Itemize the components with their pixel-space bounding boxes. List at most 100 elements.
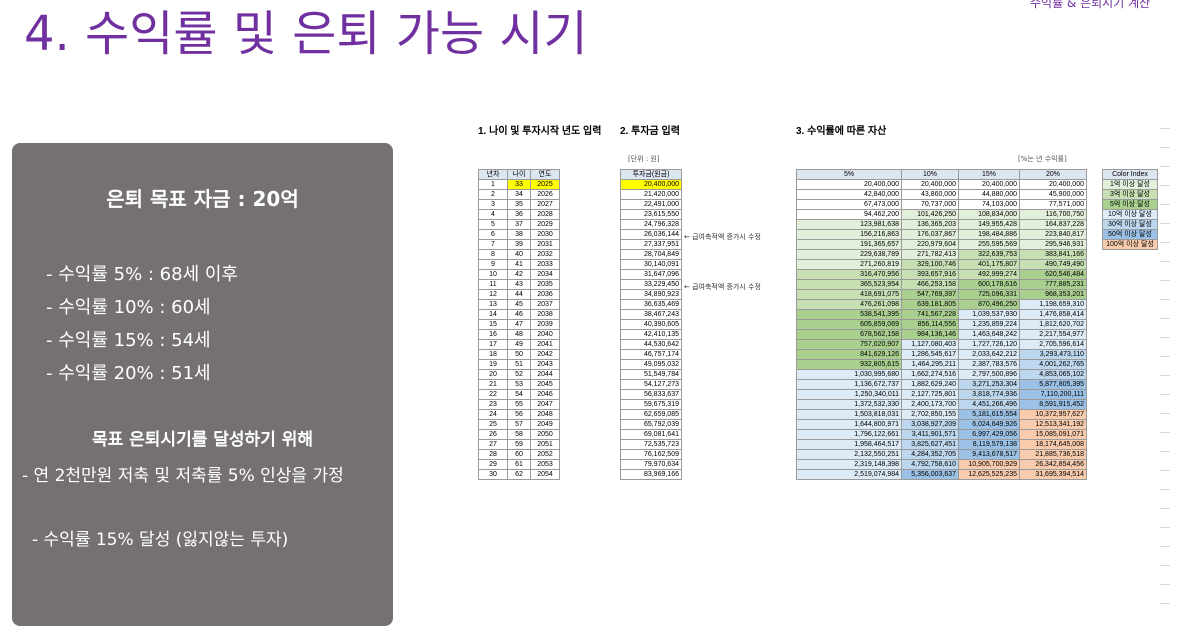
cell-asset: 108,834,000 (958, 209, 1020, 220)
cell-asset: 2,387,783,576 (958, 359, 1020, 370)
cell-asset: 365,523,954 (796, 279, 902, 290)
table-row: 29 61 2053 (478, 459, 560, 470)
investment-table: 투자금(원금) 20,400,000 21,420,000 22,491,000 23… (620, 169, 682, 480)
cell-asset: 841,629,126 (796, 349, 902, 360)
cell-year: 2050 (530, 429, 560, 440)
cell-investment: 79,970,634 (620, 459, 682, 470)
cell-asset: 1,235,859,224 (958, 319, 1020, 330)
table-row: 678,562,158 984,136,146 1,463,648,242 2,217… (796, 329, 1087, 340)
cell-asset: 5,356,003,637 (901, 469, 959, 480)
cell-year-index: 15 (478, 319, 508, 330)
legend-row: 1억 이상 달성 (1102, 179, 1158, 190)
table-row: 40,390,605 (620, 319, 682, 330)
cell-age: 35 (507, 199, 531, 210)
cell-investment: 21,420,000 (620, 189, 682, 200)
cell-age: 58 (507, 429, 531, 440)
page-title: 4. 수익률 및 은퇴 가능 시기 (24, 6, 588, 62)
header-rate-15: 15% (958, 169, 1020, 180)
legend-row: 50억 이상 달성 (1102, 229, 1158, 240)
cell-year: 2053 (530, 459, 560, 470)
cell-asset: 757,020,907 (796, 339, 902, 350)
rate-asset-table: 5% 10% 15% 20% 20,400,000 20,400,000 20,40… (796, 169, 1087, 480)
cell-age: 55 (507, 399, 531, 410)
table-row: 44,530,642 (620, 339, 682, 350)
cell-age: 56 (507, 409, 531, 420)
section-1-title: 1. 나이 및 투자시작 년도 입력 (478, 126, 602, 137)
table-row: 3 35 2027 (478, 199, 560, 210)
cell-asset: 1,958,464,517 (796, 439, 902, 450)
table-row: 72,535,723 (620, 439, 682, 450)
rate-label: [%는 년 수익률] (1018, 155, 1067, 163)
cell-age: 34 (507, 189, 531, 200)
table-row: 15 47 2039 (478, 319, 560, 330)
cell-year: 2051 (530, 439, 560, 450)
legend-row: 30억 이상 달성 (1102, 219, 1158, 230)
table-row: 9 41 2033 (478, 259, 560, 270)
cell-investment: 46,757,174 (620, 349, 682, 360)
table-row: 51,549,784 (620, 369, 682, 380)
cell-asset: 466,253,158 (901, 279, 959, 290)
slide-subtitle: 수익률 & 은퇴시기 계산 (1030, 0, 1151, 10)
table-row: 31,647,096 (620, 269, 682, 280)
cell-year: 2033 (530, 259, 560, 270)
table-row: 1,644,800,971 3,038,927,209 6,024,649,926 1… (796, 419, 1087, 430)
table-row: 19 51 2043 (478, 359, 560, 370)
cell-asset: 2,132,550,251 (796, 449, 902, 460)
cell-year: 2041 (530, 339, 560, 350)
cell-asset: 1,463,648,242 (958, 329, 1020, 340)
cell-investment: 54,127,273 (620, 379, 682, 390)
cell-year-index: 29 (478, 459, 508, 470)
table-row: 123,981,638 136,365,203 149,955,428 164,837… (796, 219, 1087, 230)
cell-asset: 4,001,262,765 (1019, 359, 1087, 370)
cell-asset: 18,174,645,008 (1019, 439, 1087, 450)
cell-asset: 2,519,074,984 (796, 469, 902, 480)
cell-age: 38 (507, 229, 531, 240)
cell-asset: 2,319,148,398 (796, 459, 902, 470)
rate-line-5: - 수익률 5% : 68세 이후 (46, 264, 238, 285)
age-year-table: 년차 나이 연도 1 33 2025 2 34 2026 3 35 2027 4 36 2028 5 37… (478, 169, 560, 480)
table-row: 229,638,789 271,782,413 322,639,753 383,841… (796, 249, 1087, 260)
cell-year-index: 22 (478, 389, 508, 400)
cell-asset: 4,451,266,496 (958, 399, 1020, 410)
table-row: 76,162,509 (620, 449, 682, 460)
cell-age: 43 (507, 279, 531, 290)
cell-asset: 7,110,200,111 (1019, 389, 1087, 400)
table-row: 42,840,000 43,860,000 44,880,000 45,900,000 (796, 189, 1087, 200)
legend-item: 30억 이상 달성 (1102, 219, 1158, 230)
cell-investment: 40,390,605 (620, 319, 682, 330)
cell-asset: 1,250,340,011 (796, 389, 902, 400)
cell-age: 53 (507, 379, 531, 390)
rate-line-15: - 수익률 15% : 54세 (46, 330, 211, 351)
cell-asset: 4,853,065,102 (1019, 369, 1087, 380)
cell-investment: 20,400,000 (620, 179, 682, 190)
cell-investment: 31,647,096 (620, 269, 682, 280)
cell-year: 2048 (530, 409, 560, 420)
header-rate-20: 20% (1019, 169, 1087, 180)
table-row: 1,796,122,661 3,411,901,571 6,997,429,056 1… (796, 429, 1087, 440)
table-row: 2,519,074,984 5,356,003,637 12,625,525,235… (796, 469, 1087, 480)
table-row: 34,890,923 (620, 289, 682, 300)
cell-investment: 30,140,091 (620, 259, 682, 270)
summary-panel: 은퇴 목표 자금 : 20억 - 수익률 5% : 68세 이후 - 수익률 1… (12, 143, 393, 626)
table-row: 24,796,328 (620, 219, 682, 230)
cell-asset: 1,372,532,330 (796, 399, 902, 410)
cell-year-index: 28 (478, 449, 508, 460)
cell-investment: 42,410,135 (620, 329, 682, 340)
cell-investment: 23,615,550 (620, 209, 682, 220)
cell-asset: 67,473,000 (796, 199, 902, 210)
cell-asset: 4,792,758,610 (901, 459, 959, 470)
cell-year-index: 25 (478, 419, 508, 430)
table-row: 841,629,126 1,286,545,617 2,033,642,212 3,2… (796, 349, 1087, 360)
section-3-title: 3. 수익률에 따른 자산 (796, 126, 887, 137)
cell-year: 2025 (530, 179, 560, 190)
legend-row: 3억 이상 달성 (1102, 189, 1158, 200)
table-row: 26,036,144 (620, 229, 682, 240)
cell-asset: 383,841,166 (1019, 249, 1087, 260)
cell-year-index: 17 (478, 339, 508, 350)
cell-asset: 9,413,678,517 (958, 449, 1020, 460)
cell-asset: 1,796,122,661 (796, 429, 902, 440)
cell-asset: 2,127,725,801 (901, 389, 959, 400)
cell-year-index: 19 (478, 359, 508, 370)
legend-item: 100억 이상 달성 (1102, 239, 1158, 250)
cell-asset: 620,546,484 (1019, 269, 1087, 280)
